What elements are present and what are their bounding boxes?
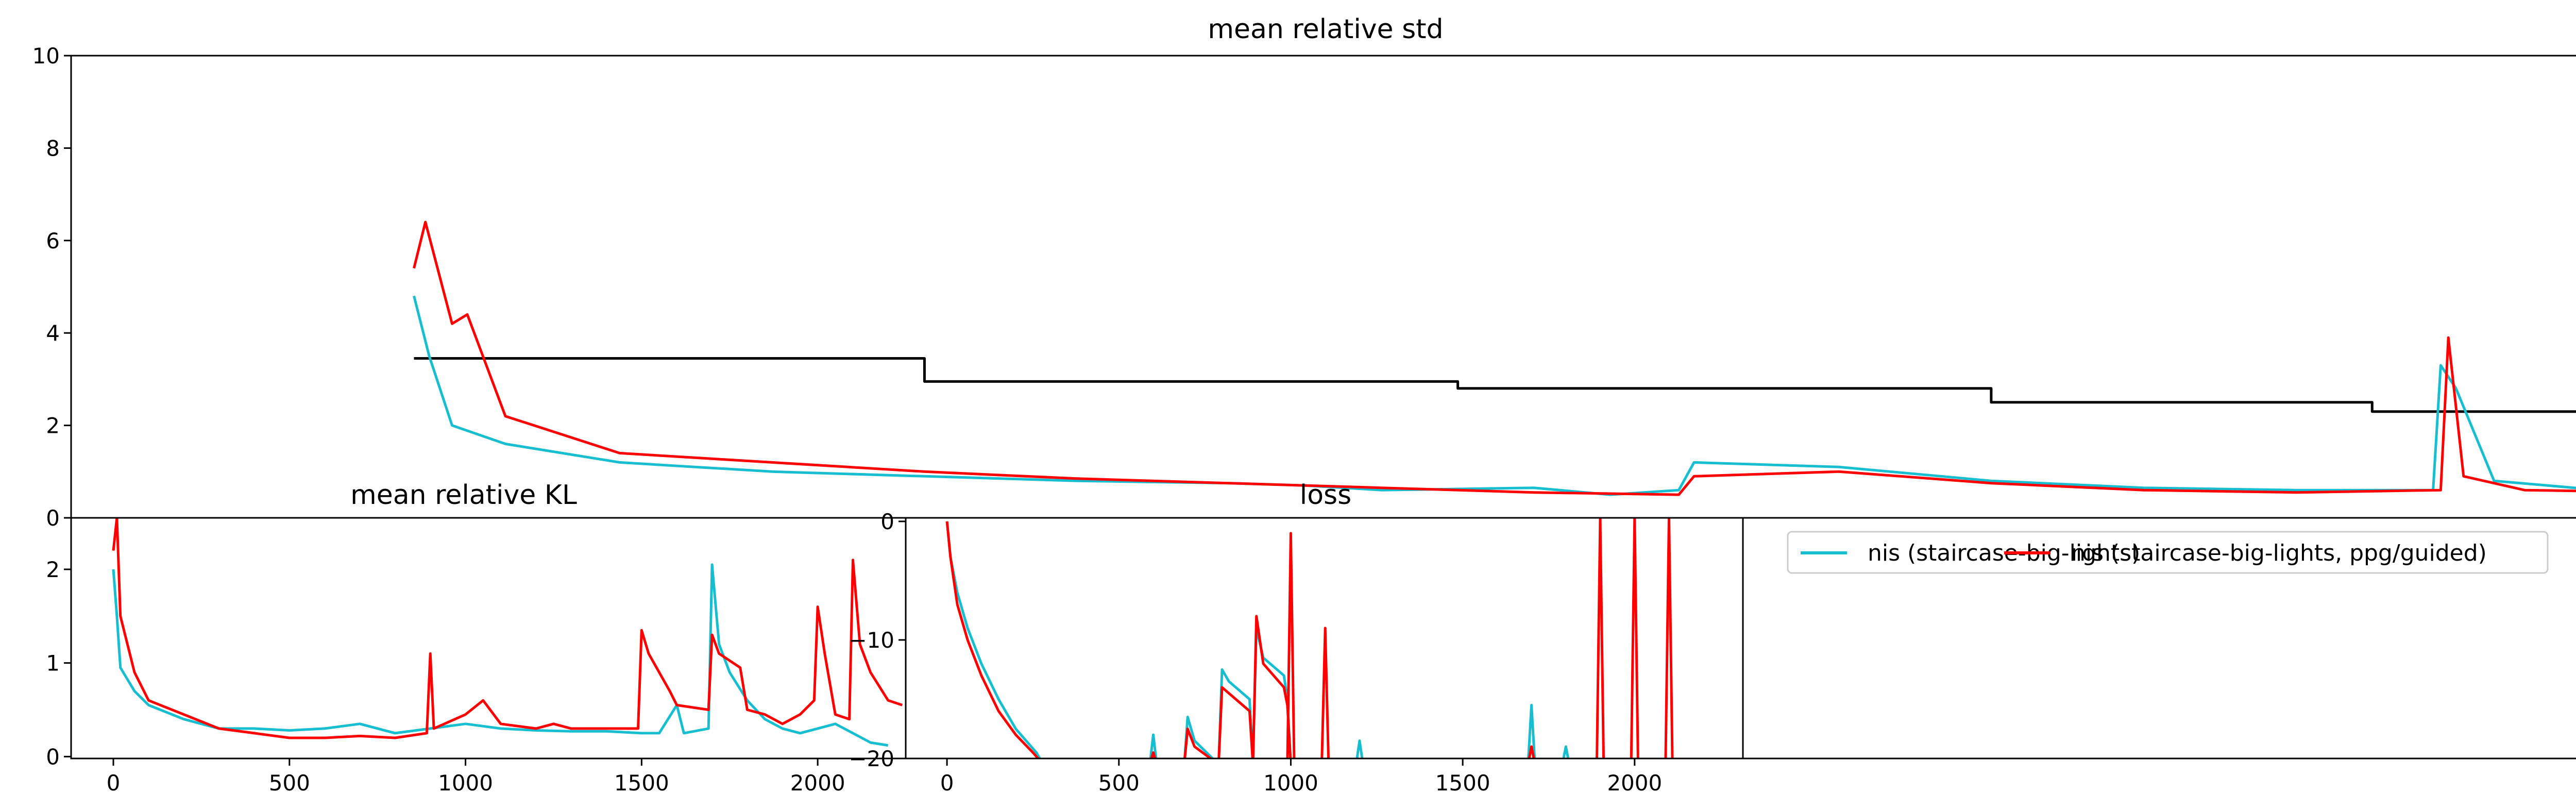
loss-xtick-label: 1500 [1435,770,1490,796]
std-ytick-label: 2 [46,413,60,438]
loss-plot-area [945,518,1674,758]
loss-series-nis [945,521,1570,758]
std-panel: 0 2 4 6 8 10 [32,43,2576,531]
std-ytick-label: 6 [46,228,60,254]
std-series-hist [414,357,2576,413]
legend-label-ppg: nis (staircase-big-lights, ppg/guided) [2071,540,2487,566]
legend-label-nis: nis (staircase-big-lights) [1868,540,2140,566]
kl-ytick-label: 1 [46,651,60,676]
kl-xtick-label: 1500 [614,770,669,796]
loss-xtick-label: 2000 [1607,770,1662,796]
std-ytick-label: 4 [46,320,60,346]
kl-xtick-label: 0 [107,770,121,796]
kl-xtick-label: 500 [269,770,310,796]
std-ytick-label: 8 [46,136,60,161]
kl-panel: 0 1 2 0 500 1000 1500 2000 [46,517,907,796]
kl-series-nis [112,563,889,747]
kl-ytick-label: 0 [46,744,60,769]
loss-xtick-label: 1000 [1263,770,1318,796]
loss-title: loss [1300,480,1351,511]
kl-xtick-label: 2000 [790,770,845,796]
kl-ytick-label: 2 [46,557,60,582]
std-ytick-label: 0 [46,505,60,531]
loss-ytick-label: 0 [880,509,894,534]
kl-series-ppg [112,518,903,739]
kl-title: mean relative KL [350,480,577,511]
std-ytick-label: 10 [32,43,60,69]
legend-panel-frame [1742,517,2576,760]
loss-series-ppg [945,518,1674,758]
loss-panel: 0 −10 −20 0 500 1000 1500 2000 [849,509,1744,796]
legend-box [1787,531,2549,574]
loss-xtick-label: 500 [1098,770,1140,796]
std-plot-area [413,221,2576,496]
loss-ytick-label: −10 [849,628,894,653]
loss-ytick-label: −20 [849,746,894,771]
legend: nis (staircase-big-lights) nis (staircas… [1787,531,2549,574]
kl-xtick-label: 1000 [438,770,493,796]
legend-panel: nis (staircase-big-lights) nis (staircas… [1742,517,2576,760]
kl-plot-area [112,518,903,747]
std-series-ppg [413,221,2576,496]
loss-xtick-label: 0 [940,770,954,796]
std-title: mean relative std [1208,14,1443,45]
